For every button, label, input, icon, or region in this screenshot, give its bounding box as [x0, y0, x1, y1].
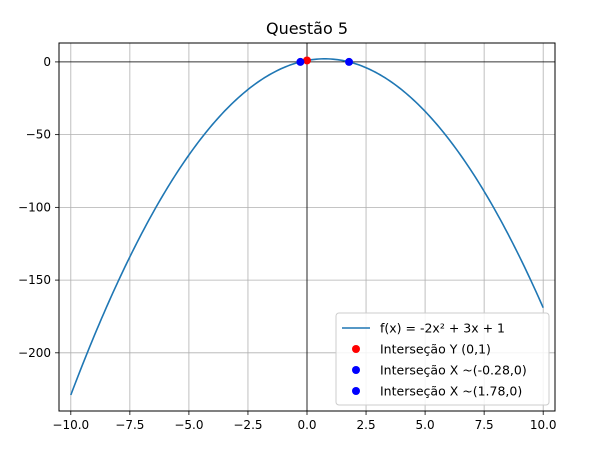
y-tick-label: −150: [18, 273, 51, 287]
legend-box: [335, 312, 550, 406]
y-tick-label: −200: [18, 346, 51, 360]
legend-label: Interseção X ~(-0.28,0): [380, 363, 527, 378]
x-tick-label: 5.0: [416, 418, 435, 432]
y-tick-label: −100: [18, 200, 51, 214]
x-tick-label: −7.5: [115, 418, 144, 432]
legend-label: Interseção Y (0,1): [380, 342, 491, 357]
intersection-point: [345, 57, 354, 66]
legend-point-swatch: [352, 387, 360, 395]
x-tick-label: 7.5: [475, 418, 494, 432]
intersection-point: [303, 56, 311, 65]
x-tick-label: 2.5: [357, 418, 376, 432]
legend: f(x) = -2x² + 3x + 1 Interseção Y (0,1) In…: [335, 312, 550, 406]
x-tick-label: −2.5: [233, 418, 262, 432]
intersection-point: [296, 57, 305, 66]
x-axis-ticks: −10.0 −7.5 −5.0 −2.5 0.0 2.5 5.0 7.5 10.0: [52, 411, 557, 432]
chart-title: Questão 5: [266, 19, 348, 38]
y-tick-label: 0: [43, 55, 51, 69]
legend-label: Interseção X ~(1.78,0): [380, 384, 522, 399]
x-tick-label: −5.0: [174, 418, 203, 432]
y-tick-label: −50: [26, 128, 51, 142]
points-layer: [296, 56, 354, 66]
x-tick-label: 10.0: [530, 418, 557, 432]
legend-point-swatch: [352, 345, 360, 353]
legend-label: f(x) = -2x² + 3x + 1: [380, 321, 505, 336]
x-tick-label: 0.0: [297, 418, 316, 432]
legend-point-swatch: [352, 366, 360, 374]
y-axis-ticks: 0 −50 −100 −150 −200: [18, 55, 59, 360]
x-tick-label: −10.0: [52, 418, 89, 432]
